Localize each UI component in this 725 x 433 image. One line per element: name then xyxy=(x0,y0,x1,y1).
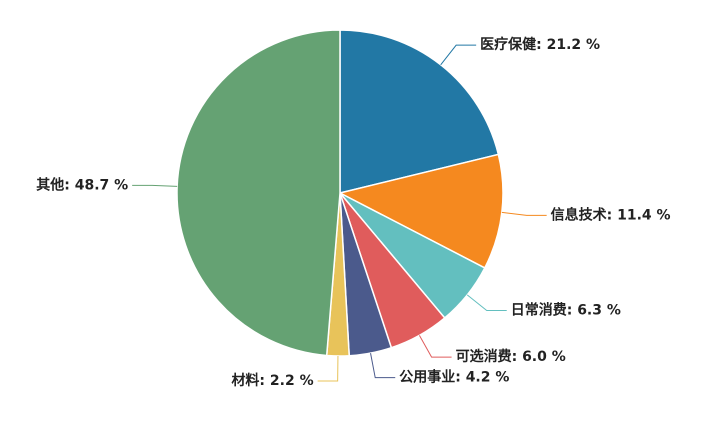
leader-line xyxy=(132,184,178,187)
slice-label: 其他: 48.7 % xyxy=(36,176,128,193)
leader-line xyxy=(501,211,547,216)
slice-label: 材料: 2.2 % xyxy=(231,372,313,389)
slice-label: 信息技术: 11.4 % xyxy=(551,206,671,223)
leader-line xyxy=(466,294,507,312)
slice-label: 可选消费: 6.0 % xyxy=(456,348,566,365)
slice-label: 医疗保健: 21.2 % xyxy=(480,36,600,53)
pie-slice xyxy=(339,29,500,194)
leader-line xyxy=(418,335,452,358)
pie-slice xyxy=(337,153,504,269)
slice-label: 公用事业: 4.2 % xyxy=(399,369,509,386)
pie-slice xyxy=(176,29,341,357)
slice-label: 日常消费: 6.3 % xyxy=(511,302,621,319)
leader-line xyxy=(440,44,477,66)
leader-line xyxy=(317,355,339,382)
leader-line xyxy=(370,353,396,379)
